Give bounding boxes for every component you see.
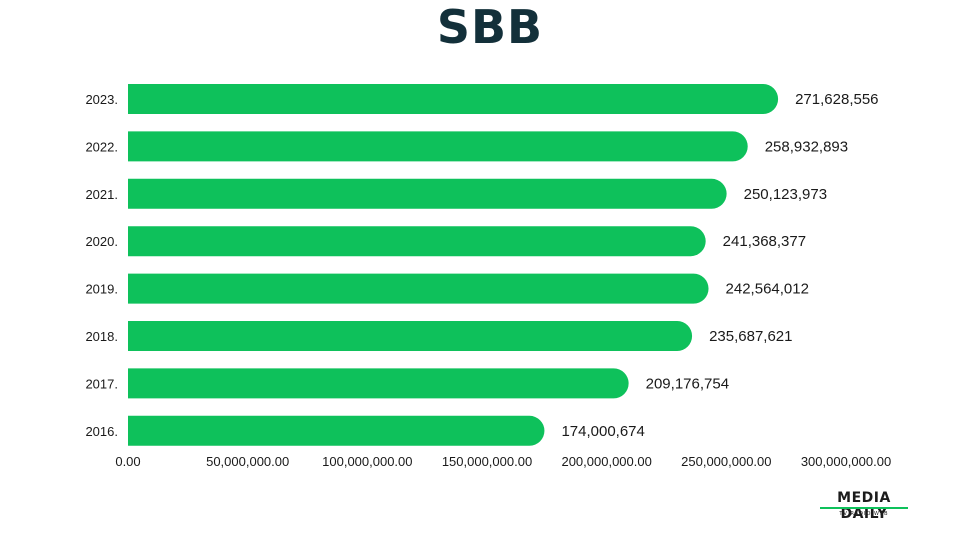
bar-group: 2021. 250,123,973 bbox=[85, 178, 827, 209]
bar bbox=[128, 273, 709, 304]
bar bbox=[128, 368, 629, 399]
logo-underline bbox=[820, 507, 908, 509]
category-label: 2018. bbox=[85, 329, 118, 344]
bar-group: 2016. 174,000,674 bbox=[85, 415, 645, 446]
category-label: 2017. bbox=[85, 376, 118, 391]
bar-group: 2019. 242,564,012 bbox=[85, 273, 809, 304]
bar-group: 2023. 271,628,556 bbox=[85, 84, 879, 115]
category-label: 2020. bbox=[85, 234, 118, 249]
bar bbox=[128, 131, 748, 162]
x-tick-label: 300,000,000.00 bbox=[801, 454, 891, 469]
bar bbox=[128, 415, 545, 446]
bar-group: 2020. 241,368,377 bbox=[85, 226, 806, 257]
bar bbox=[128, 226, 706, 257]
category-label: 2023. bbox=[85, 92, 118, 107]
value-label: 258,932,893 bbox=[765, 138, 848, 155]
value-label: 271,628,556 bbox=[795, 91, 878, 108]
value-label: 242,564,012 bbox=[726, 281, 809, 298]
bar-group: 2017. 209,176,754 bbox=[85, 368, 729, 399]
bar-group: 2022. 258,932,893 bbox=[85, 131, 848, 162]
bar-group: 2018. 235,687,621 bbox=[85, 321, 793, 351]
x-tick-label: 200,000,000.00 bbox=[561, 454, 651, 469]
media-daily-logo: MEDIA DAILY TV RADIO WEB bbox=[818, 490, 910, 524]
category-label: 2021. bbox=[85, 187, 118, 202]
bar bbox=[128, 84, 779, 115]
x-tick-label: 50,000,000.00 bbox=[206, 454, 289, 469]
x-tick-label: 100,000,000.00 bbox=[322, 454, 412, 469]
category-label: 2016. bbox=[85, 424, 118, 439]
category-label: 2022. bbox=[85, 139, 118, 154]
x-tick-label: 250,000,000.00 bbox=[681, 454, 771, 469]
logo-text: MEDIA DAILY bbox=[837, 490, 891, 522]
category-label: 2019. bbox=[85, 282, 118, 297]
bar bbox=[128, 321, 693, 351]
value-label: 250,123,973 bbox=[744, 186, 827, 203]
x-tick-label: 0.00 bbox=[115, 454, 140, 469]
logo-subtext: TV RADIO WEB bbox=[839, 511, 889, 517]
value-label: 235,687,621 bbox=[709, 328, 792, 345]
chart-title: SBB bbox=[436, 0, 544, 54]
value-label: 174,000,674 bbox=[561, 423, 644, 440]
value-label: 241,368,377 bbox=[723, 233, 806, 250]
x-tick-label: 150,000,000.00 bbox=[442, 454, 532, 469]
value-label: 209,176,754 bbox=[646, 375, 729, 392]
bar bbox=[128, 178, 727, 209]
